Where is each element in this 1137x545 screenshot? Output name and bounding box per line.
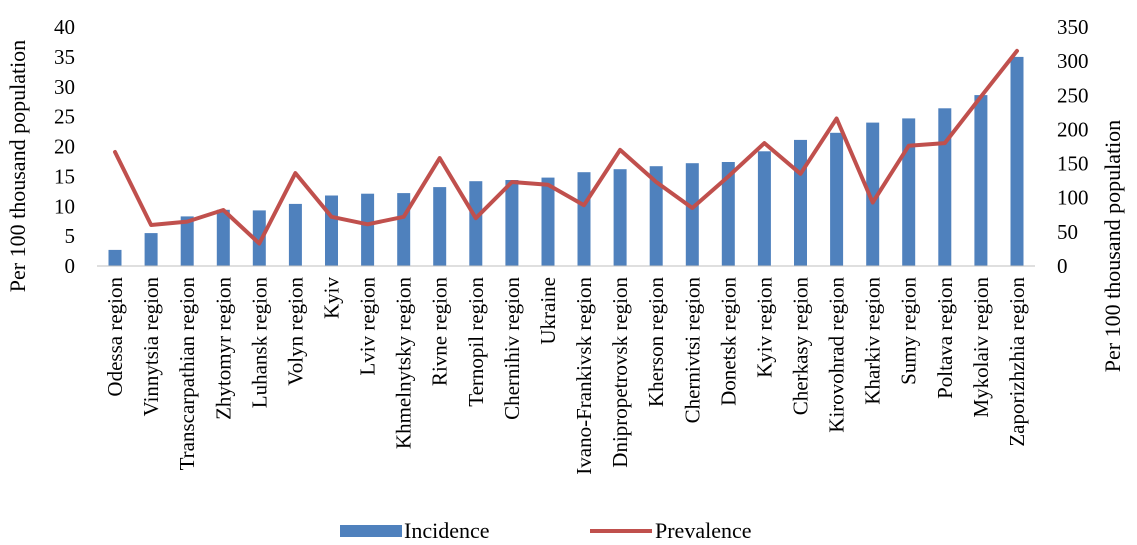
y-tick-label: 25 [54, 105, 75, 129]
bar-incidence [144, 233, 158, 266]
y2-tick-label: 100 [1057, 186, 1089, 210]
y-tick-label: 15 [54, 164, 75, 188]
x-tick-label: Lviv region [356, 277, 380, 376]
y-tick-label: 0 [65, 254, 76, 278]
prevalence-line [113, 48, 1019, 246]
x-tick-label: Ternopil region [464, 277, 488, 407]
y2-tick-label: 150 [1057, 152, 1089, 176]
bar-incidence [649, 166, 663, 266]
x-tick-label: Ivano-Frankivsk region [572, 277, 596, 475]
x-tick-label: Ukraine [536, 277, 560, 345]
bar-incidence [757, 151, 771, 266]
x-tick-label: Odessa region [103, 277, 127, 397]
x-tick-label: Vinnytsia region [139, 277, 163, 417]
incidence-bars [108, 56, 1024, 267]
bar-incidence [505, 180, 519, 266]
bar-incidence [325, 195, 338, 266]
bar-incidence [902, 118, 916, 267]
x-tick-label: Kyiv [320, 277, 344, 320]
x-tick-label: Khmelnytsky region [392, 277, 416, 450]
bar-incidence [830, 132, 844, 266]
x-tick-label: Chernivtsi region [680, 277, 704, 424]
y2-tick-label: 200 [1057, 117, 1089, 141]
y2-tick-label: 50 [1057, 220, 1078, 244]
y-tick-label: 10 [54, 194, 75, 218]
bar-incidence [252, 210, 266, 266]
bar-incidence [541, 177, 555, 266]
bar-incidence [216, 209, 230, 266]
bar-incidence [433, 187, 447, 266]
x-tick-label: Mykolaiv region [969, 277, 993, 418]
y-tick-label: 5 [65, 224, 76, 248]
y-tick-label: 20 [54, 135, 75, 159]
legend-label-prevalence: Prevalence [655, 518, 752, 543]
bar-incidence [866, 122, 880, 266]
x-tick-label: Dnipropetrovsk region [608, 277, 632, 468]
x-tick-label: Luhansk region [247, 277, 271, 409]
prevalence-line-group [113, 48, 1019, 246]
x-tick-label: Rivne region [428, 277, 452, 387]
bar-incidence [361, 193, 375, 266]
bar-incidence [685, 163, 699, 266]
x-tick-label: Zhytomyr region [211, 277, 235, 420]
x-tick-label: Zaporizhzhia region [1005, 277, 1029, 447]
x-tick-label: Kherson region [644, 277, 668, 408]
bar-incidence [577, 172, 591, 266]
x-tick-label: Kyiv region [752, 277, 776, 378]
x-axis-tick-labels: Odessa region Vinnytsia region Transcarpat… [103, 277, 1029, 475]
bar-incidence [1010, 56, 1024, 267]
x-tick-label: Kharkiv region [861, 277, 885, 405]
y2-tick-label: 300 [1057, 49, 1089, 73]
bar-incidence [469, 181, 483, 266]
y2-tick-label: 350 [1057, 15, 1089, 39]
x-tick-label: Cherkasy region [789, 277, 813, 416]
y2-tick-label: 250 [1057, 83, 1089, 107]
legend-swatch-incidence [340, 525, 402, 537]
legend-label-incidence: Incidence [404, 518, 490, 543]
bar-incidence [794, 139, 807, 266]
left-axis-ticks: 0 5 10 15 20 25 30 35 40 [54, 15, 75, 278]
x-tick-label: Sumy region [897, 277, 921, 385]
left-axis-title: Per 100 thousand population [5, 40, 30, 292]
bar-incidence [974, 95, 988, 266]
y-tick-label: 30 [54, 75, 75, 99]
y2-tick-label: 0 [1057, 254, 1068, 278]
x-tick-label: Kirovohrad region [825, 277, 849, 433]
bar-incidence [180, 216, 194, 266]
legend: Incidence Prevalence [340, 518, 752, 543]
x-tick-label: Volyn region [283, 277, 307, 386]
bar-incidence [288, 203, 302, 266]
bar-incidence [938, 108, 952, 266]
x-tick-label: Poltava region [933, 277, 957, 399]
bar-incidence [108, 249, 122, 266]
bar-incidence [397, 193, 411, 266]
right-axis-ticks: 0 50 100 150 200 250 300 350 [1057, 15, 1089, 278]
y-tick-label: 40 [54, 15, 75, 39]
y-tick-label: 35 [54, 45, 75, 69]
bar-incidence [613, 169, 627, 266]
right-axis-title: Per 100 thousand population [1100, 120, 1125, 372]
x-tick-label: Donetsk region [716, 277, 740, 406]
bar-incidence [721, 162, 735, 266]
x-tick-label: Chernihiv region [500, 277, 524, 420]
x-tick-label: Transcarpathian region [175, 277, 199, 471]
